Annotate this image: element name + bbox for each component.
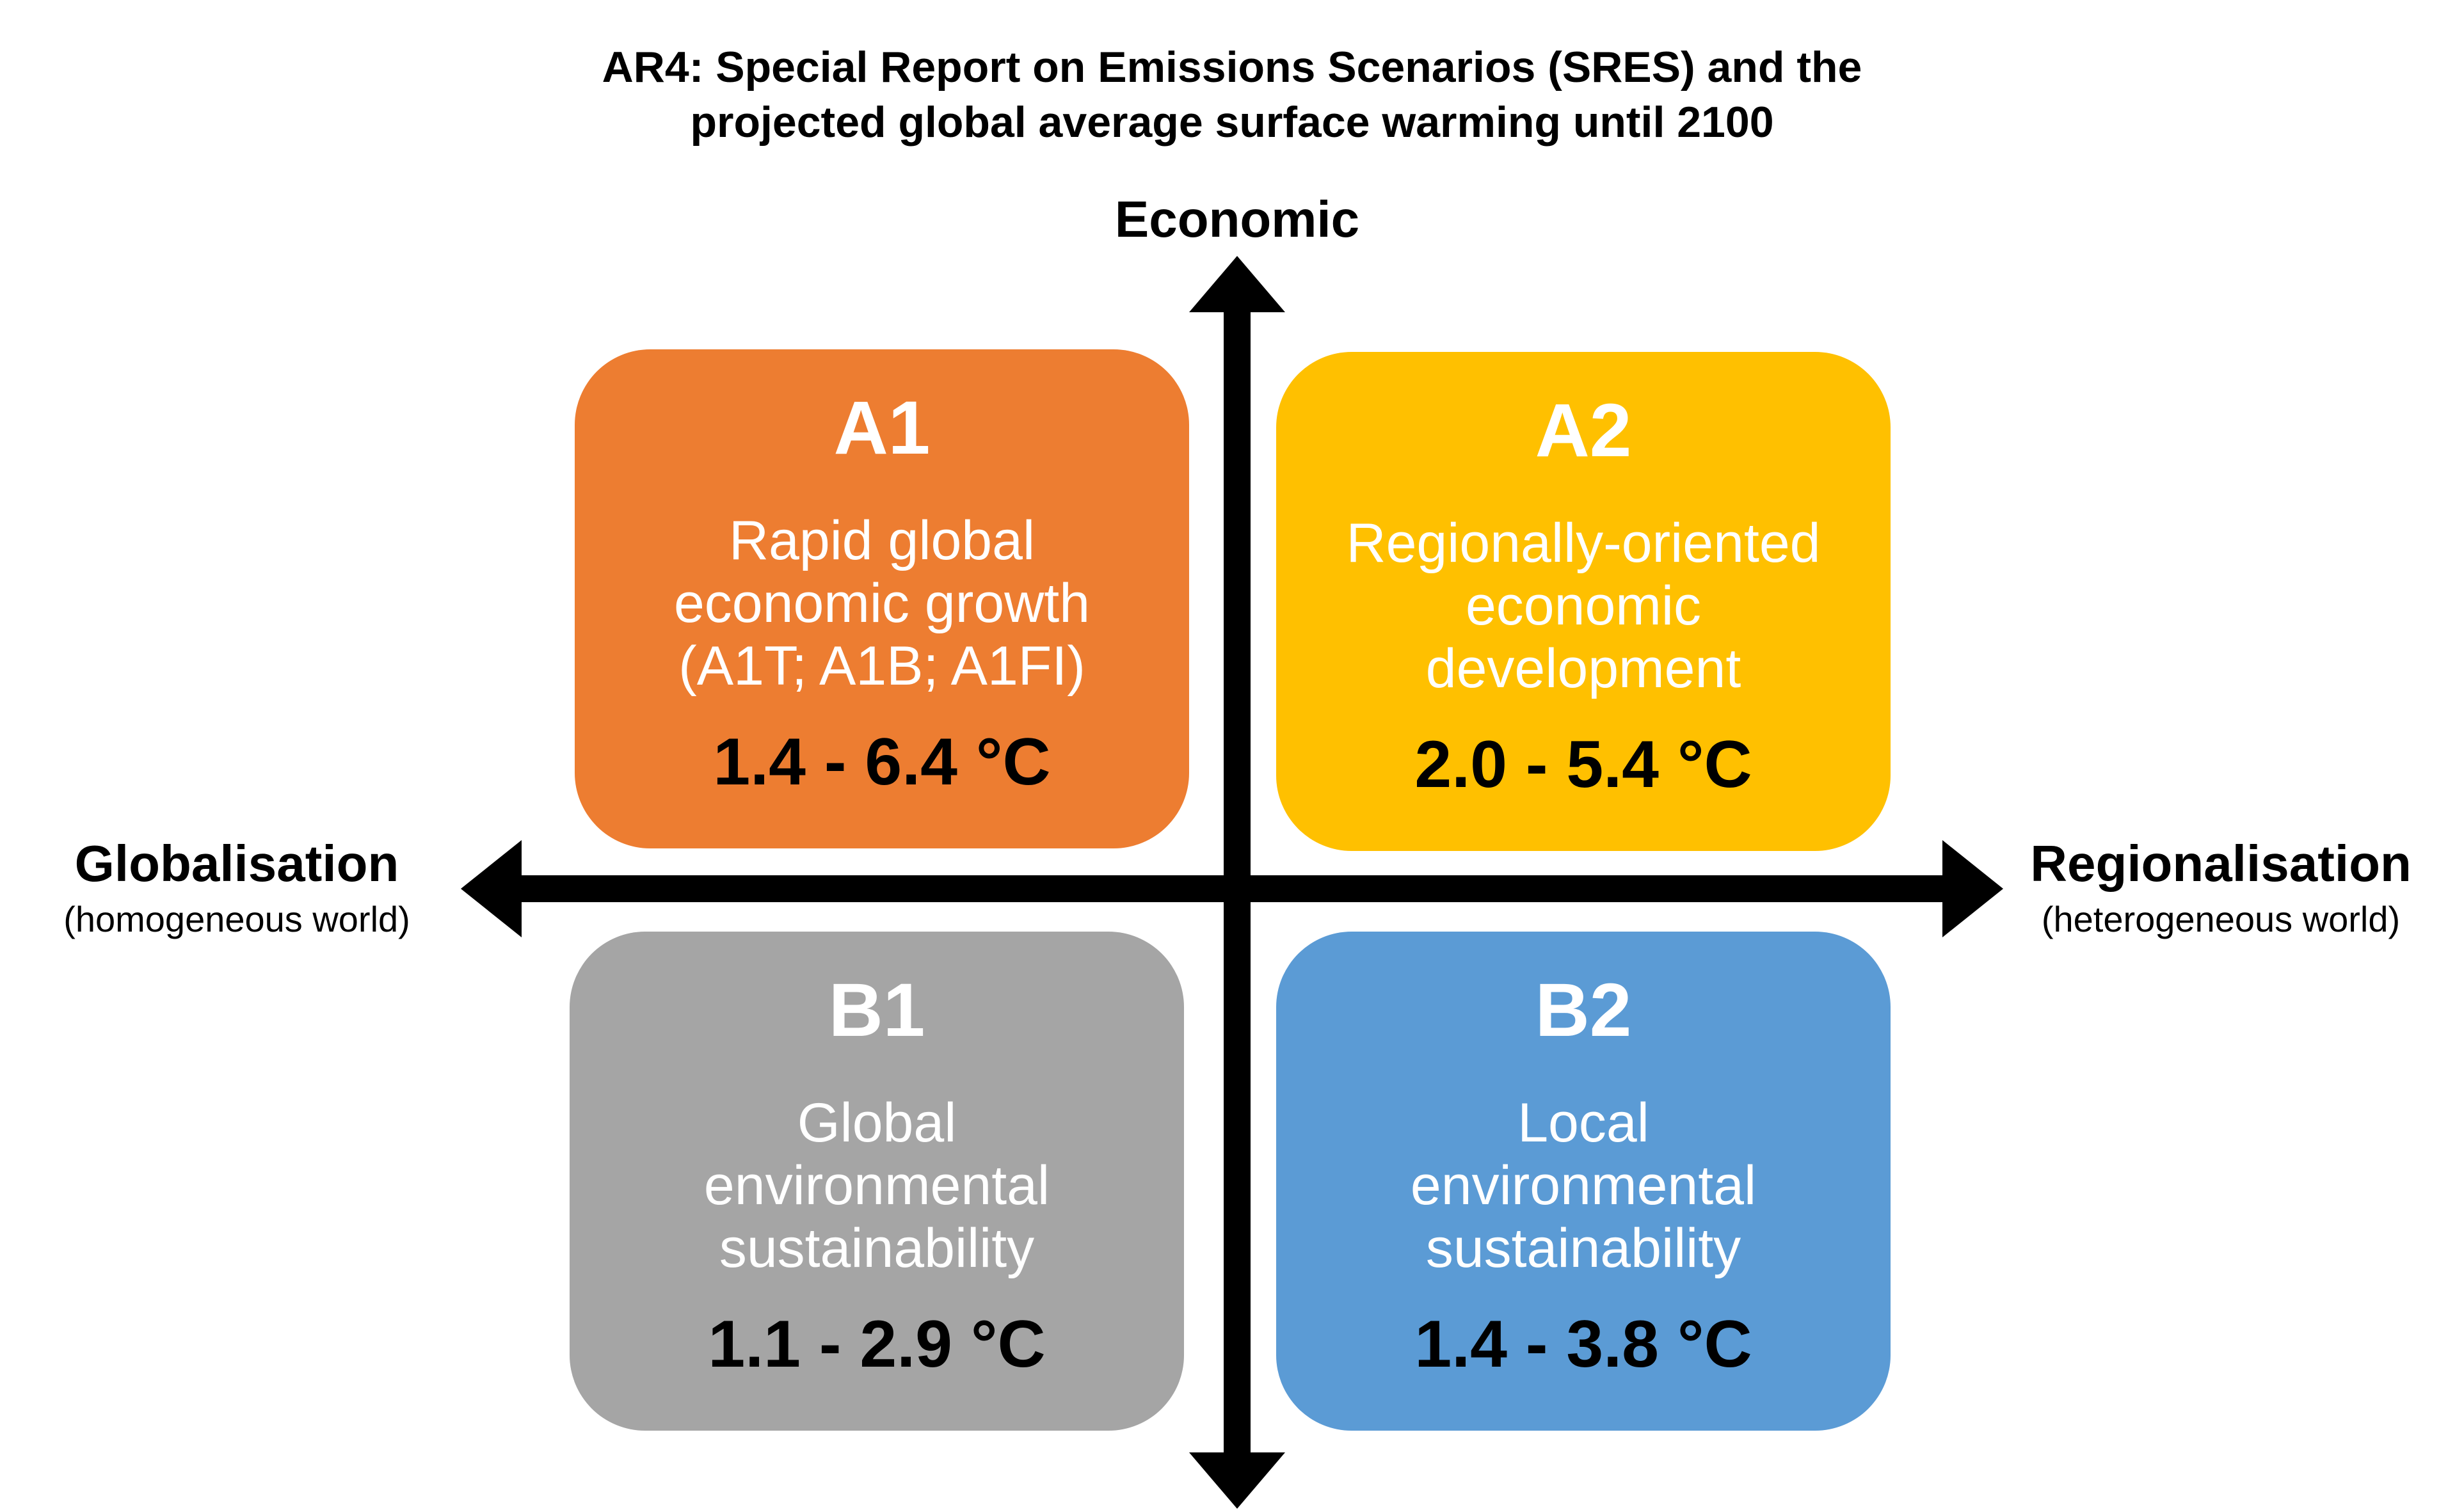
scenario-code: A2 (1535, 388, 1632, 473)
down-arrowhead-icon (1189, 1452, 1285, 1509)
horizontal-axis-line (509, 875, 1968, 902)
up-arrowhead-icon (1189, 256, 1285, 312)
warming-range: 1.1 - 2.9 °C (708, 1307, 1046, 1381)
description-line: Global (797, 1092, 957, 1154)
description-line: Regionally-oriented (1346, 513, 1821, 574)
quadrant-a1: A1 Rapid global economic growth (A1T; A1… (575, 349, 1189, 848)
axis-label-regionalisation: Regionalisation (2030, 835, 2412, 892)
scenario-description: Global environmental sustainability (570, 1092, 1184, 1280)
title-line-1: AR4: Special Report on Emissions Scenari… (602, 43, 1862, 91)
description-line: Local (1517, 1092, 1649, 1154)
scenario-code: A1 (833, 386, 931, 470)
description-line: environmental (703, 1155, 1050, 1216)
quadrant-a2: A2 Regionally-oriented economic developm… (1276, 352, 1891, 851)
warming-range: 1.4 - 3.8 °C (1414, 1307, 1752, 1381)
right-arrowhead-icon (1942, 840, 2003, 937)
description-line: environmental (1410, 1155, 1757, 1216)
description-line: economic (1465, 575, 1702, 637)
description-line: economic growth (673, 573, 1091, 634)
left-arrowhead-icon (461, 840, 522, 937)
scenario-code: B1 (828, 968, 925, 1053)
warming-range: 2.0 - 5.4 °C (1414, 727, 1752, 802)
description-line: Rapid global (728, 510, 1036, 571)
description-line: (A1T; A1B; A1FI) (678, 635, 1085, 697)
description-line: development (1425, 638, 1741, 699)
title-line-2: projected global average surface warming… (690, 98, 1774, 147)
scenario-description: Regionally-oriented economic development (1276, 512, 1891, 700)
axis-label-globalisation: Globalisation (74, 835, 399, 892)
axis-sublabel-heterogeneous: (heterogeneous world) (2041, 899, 2401, 939)
warming-range: 1.4 - 6.4 °C (713, 725, 1051, 799)
scenario-description: Rapid global economic growth (A1T; A1B; … (575, 509, 1189, 697)
description-line: sustainability (719, 1218, 1035, 1279)
axis-label-economic: Economic (1114, 191, 1360, 248)
scenario-description: Local environmental sustainability (1276, 1092, 1891, 1280)
quadrant-b2: B2 Local environmental sustainability 1.… (1276, 932, 1891, 1431)
description-line: sustainability (1425, 1218, 1741, 1279)
quadrant-b1: B1 Global environmental sustainability 1… (570, 932, 1184, 1431)
scenario-code: B2 (1535, 968, 1632, 1053)
axis-sublabel-homogeneous: (homogeneous world) (63, 899, 410, 939)
diagram-title: AR4: Special Report on Emissions Scenari… (0, 40, 2464, 150)
